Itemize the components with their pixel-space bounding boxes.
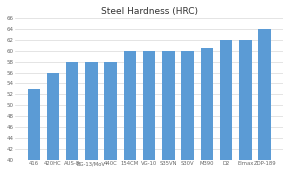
- Bar: [104, 62, 117, 173]
- Bar: [124, 51, 136, 173]
- Bar: [28, 89, 40, 173]
- Bar: [162, 51, 175, 173]
- Bar: [182, 51, 194, 173]
- Bar: [66, 62, 79, 173]
- Bar: [239, 40, 252, 173]
- Bar: [143, 51, 155, 173]
- Bar: [258, 29, 271, 173]
- Bar: [47, 72, 59, 173]
- Bar: [85, 62, 98, 173]
- Bar: [201, 48, 213, 173]
- Title: Steel Hardness (HRC): Steel Hardness (HRC): [101, 7, 198, 16]
- Bar: [220, 40, 232, 173]
